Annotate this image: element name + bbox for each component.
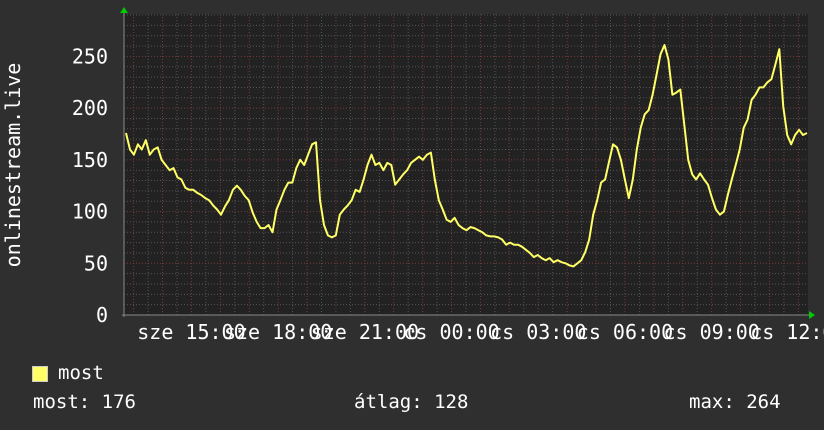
x-tick-label: cs 12:00	[750, 320, 824, 344]
y-tick-label: 150	[72, 148, 108, 172]
y-axis-arrow-icon	[120, 7, 128, 13]
x-tick-label: cs 03:00	[490, 320, 586, 344]
stat-max: max: 264	[689, 391, 781, 413]
y-tick-label: 0	[96, 303, 108, 327]
x-tick-label: sze 21:00	[311, 320, 419, 344]
legend-swatch-most	[32, 366, 48, 382]
x-tick-label: sze 15:00	[137, 320, 245, 344]
legend-label-most: most	[58, 362, 104, 384]
stat-average: átlag: 128	[354, 391, 469, 413]
y-tick-label: 50	[84, 251, 108, 275]
x-axis-arrow-icon	[809, 311, 815, 319]
y-axis-label: onlinestream.live	[1, 63, 25, 268]
y-tick-label: 250	[72, 44, 108, 68]
y-tick-label: 200	[72, 96, 108, 120]
x-tick-label: cs 00:00	[403, 320, 499, 344]
series-line-most	[125, 44, 808, 268]
y-axis-ticks: 0 50 100 150 200 250	[72, 44, 108, 327]
x-tick-label: sze 18:00	[224, 320, 332, 344]
x-tick-label: cs 09:00	[663, 320, 759, 344]
stat-current: most: 176	[33, 391, 136, 413]
y-tick-label: 100	[72, 200, 108, 224]
x-tick-label: cs 06:00	[577, 320, 673, 344]
